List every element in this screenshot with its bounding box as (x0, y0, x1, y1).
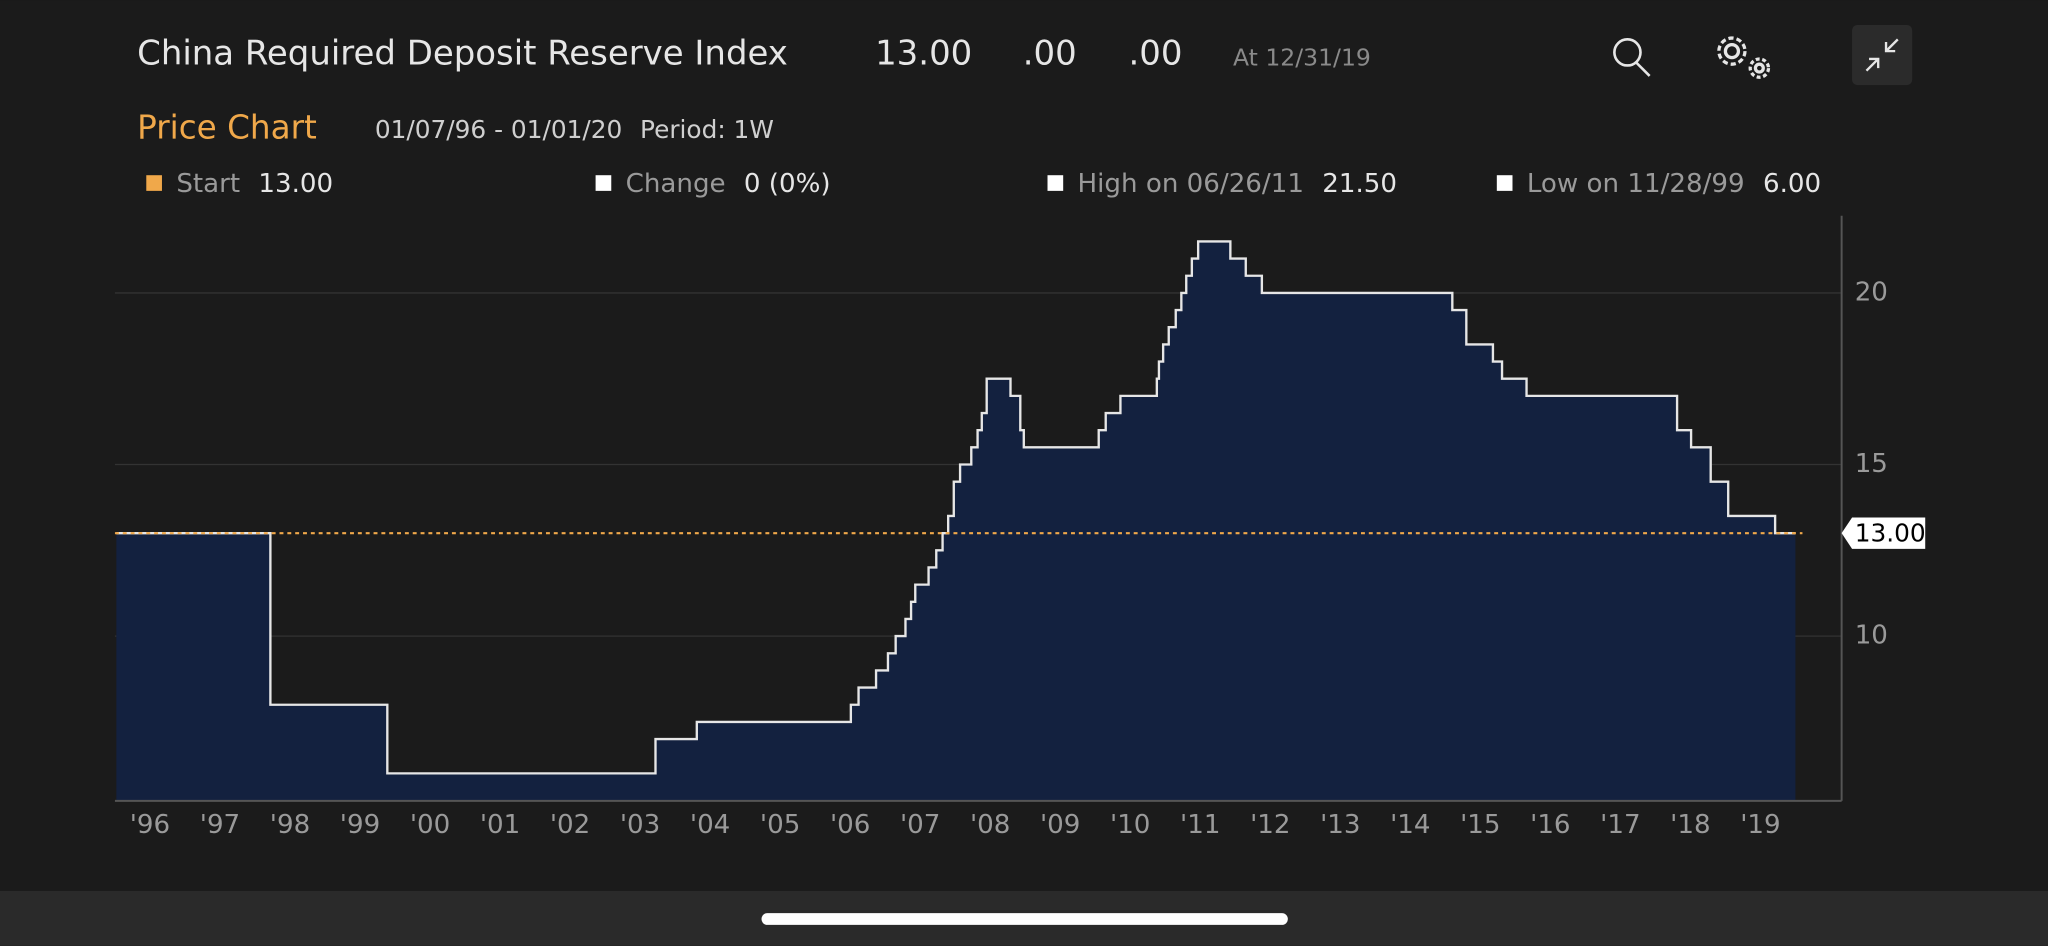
x-tick-label: '01 (480, 810, 520, 840)
stat-swatch (1047, 175, 1064, 191)
x-tick-label: '17 (1600, 810, 1640, 840)
stat-swatch (1496, 175, 1513, 191)
home-indicator (761, 913, 1288, 925)
date-range: 01/07/96 - 01/01/20 (375, 115, 622, 144)
stat-label: High on 06/26/11 (1078, 169, 1304, 199)
x-tick-label: '05 (760, 810, 800, 840)
x-tick-label: '04 (690, 810, 730, 840)
search-icon[interactable] (1613, 38, 1651, 77)
y-tick-label: 15 (1855, 449, 1888, 479)
x-tick-label: '97 (200, 810, 240, 840)
net-change: .00 (1023, 34, 1077, 74)
x-tick-label: '07 (900, 810, 940, 840)
x-tick-label: '98 (270, 810, 310, 840)
period: Period: 1W (640, 115, 774, 144)
x-tick-label: '99 (340, 810, 380, 840)
y-tick-label: 10 (1855, 621, 1888, 651)
stat-value: 21.50 (1322, 169, 1397, 199)
title: China Required Deposit Reserve Index (137, 34, 788, 74)
settings-icon[interactable] (1717, 36, 1771, 79)
x-tick-label: '18 (1670, 810, 1710, 840)
stat-label: Start (176, 169, 240, 199)
x-tick-label: '14 (1390, 810, 1430, 840)
reference-tag (1841, 517, 1926, 549)
x-tick-label: '00 (410, 810, 450, 840)
reference-label: 13.00 (1855, 518, 1926, 547)
x-tick-label: '15 (1460, 810, 1500, 840)
x-tick-label: '06 (830, 810, 870, 840)
stat-label: Change (626, 169, 726, 199)
stat-value: 0 (0%) (744, 169, 831, 199)
line (116, 240, 1796, 775)
x-tick-label: '12 (1250, 810, 1290, 840)
stat-label: Low on 11/28/99 (1527, 169, 1745, 199)
x-tick-label: '13 (1320, 810, 1360, 840)
last-price: 13.00 (875, 34, 972, 74)
x-tick-label: '08 (970, 810, 1010, 840)
plot: 10 15 20 '96 '97 '98 '99 '00 '01 '02 '03 '04 '05 '06 '… (114, 215, 1926, 840)
as-of: At 12/31/19 (1233, 43, 1371, 71)
stat-value: 13.00 (258, 169, 333, 199)
collapse-button[interactable] (1852, 25, 1913, 86)
x-tick-label: '09 (1040, 810, 1080, 840)
x-tick-label: '03 (620, 810, 660, 840)
x-tick-label: '11 (1180, 810, 1220, 840)
stat-value: 6.00 (1763, 169, 1821, 199)
x-tick-label: '96 (130, 810, 170, 840)
stat-swatch (595, 175, 612, 191)
area (116, 241, 1796, 801)
pct-change: .00 (1128, 34, 1182, 74)
x-tick-label: '19 (1740, 810, 1780, 840)
stats: Start 13.00 Change 0 (0%) High on 06/26/11 21… (146, 169, 1821, 199)
x-tick-label: '16 (1530, 810, 1570, 840)
y-tick-label: 20 (1855, 277, 1888, 307)
stat-swatch (146, 175, 162, 191)
x-tick-label: '10 (1110, 810, 1150, 840)
x-tick-label: '02 (550, 810, 590, 840)
section-title: Price Chart (137, 108, 317, 146)
